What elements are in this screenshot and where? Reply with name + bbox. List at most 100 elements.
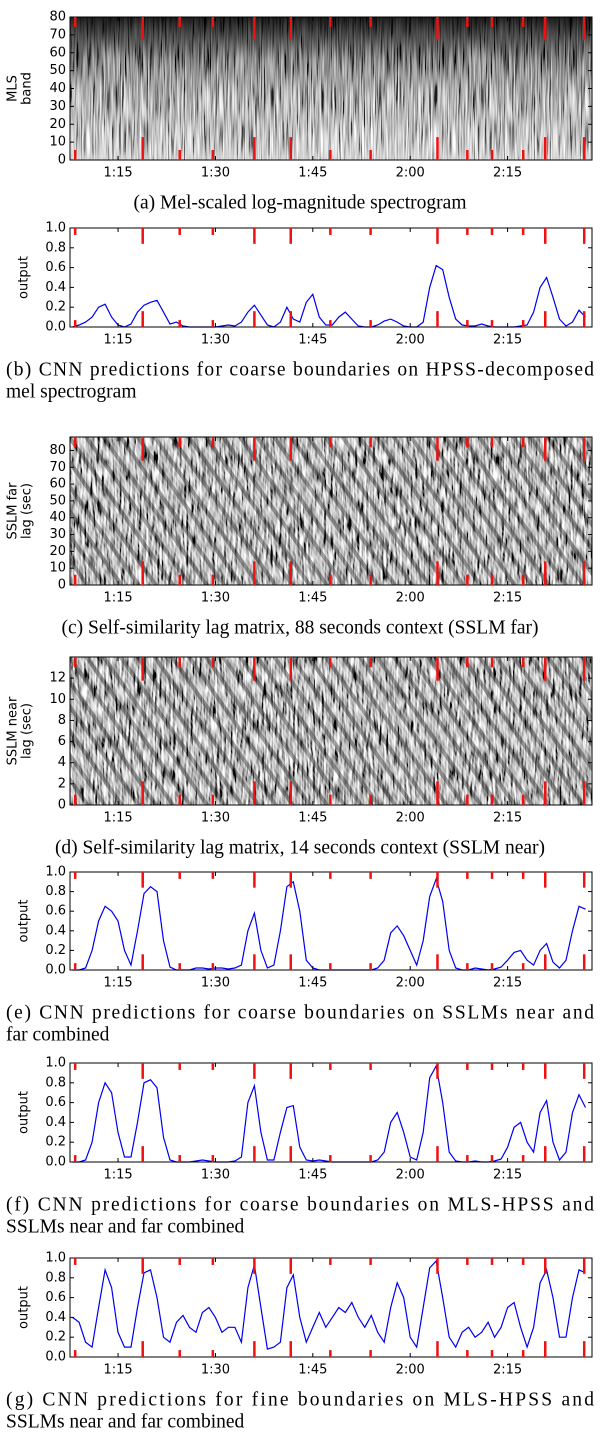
x-tick-label: 2:15 — [493, 1363, 522, 1378]
y-tick-label: 0.8 — [45, 1075, 66, 1090]
y-tick-label: 40 — [49, 510, 66, 525]
x-tick-label: 2:15 — [493, 811, 522, 826]
x-tick-label: 1:15 — [103, 333, 132, 348]
x-tick-label: 1:30 — [201, 166, 230, 181]
x-tick-label: 1:45 — [298, 591, 327, 606]
y-tick-label: 0.2 — [45, 300, 66, 315]
y-axis-label: output — [17, 900, 32, 943]
caption: (f) CNN predictions for coarse boundarie… — [6, 1194, 594, 1215]
y-tick-label: 70 — [49, 460, 66, 475]
x-tick-label: 2:15 — [493, 591, 522, 606]
x-tick-label: 1:45 — [298, 333, 327, 348]
line — [72, 876, 586, 971]
x-tick-label: 1:15 — [103, 166, 132, 181]
y-tick-label: 1.0 — [45, 221, 66, 236]
y-tick-label: 0.0 — [45, 963, 66, 978]
x-tick-label: 1:45 — [298, 1363, 327, 1378]
heatmap-shade — [70, 17, 592, 160]
x-tick-label: 2:00 — [396, 591, 425, 606]
panel: 0.0 0.2 0.4 0.6 0.8 1.0 1:15 1:30 1:45 2:00 2:15 ou… — [6, 221, 594, 403]
y-tick-label: 10 — [49, 692, 66, 707]
x-tick-label: 2:00 — [396, 1363, 425, 1378]
x-tick-label: 2:00 — [396, 166, 425, 181]
x-tick-label: 1:15 — [103, 811, 132, 826]
x-tick-label: 1:30 — [201, 333, 230, 348]
axes-frame — [69, 1062, 593, 1163]
caption: (a) Mel-scaled log-magnitude spectrogram — [134, 192, 467, 213]
x-tick-label: 1:15 — [103, 1363, 132, 1378]
y-tick-label: 0.0 — [45, 1350, 66, 1365]
y-tick-label: 0.8 — [45, 1270, 66, 1285]
y-tick-label: 4 — [58, 755, 66, 770]
y-tick-label: 50 — [49, 63, 66, 78]
y-axis-label: MLS — [6, 75, 21, 102]
line — [72, 1064, 587, 1163]
caption: (e) CNN predictions for coarse boundarie… — [6, 1002, 594, 1023]
line — [72, 1259, 586, 1350]
y-tick-label: 60 — [49, 477, 66, 492]
axes-frame — [69, 1257, 593, 1358]
y-axis-label: lag (sec) — [20, 703, 35, 759]
x-tick-label: 2:15 — [493, 1168, 522, 1183]
y-tick-label: 0.4 — [45, 1310, 66, 1325]
x-tick-label: 1:30 — [201, 591, 230, 606]
x-tick-label: 1:30 — [201, 1363, 230, 1378]
x-tick-label: 1:15 — [103, 1168, 132, 1183]
panel: 0 10 20 30 40 50 60 70 80 1:15 1:30 1:45 2:00 2:15 MLS… — [6, 10, 593, 213]
x-tick-label: 1:15 — [103, 976, 132, 991]
y-tick-label: 30 — [49, 527, 66, 542]
axes-frame — [69, 871, 593, 971]
y-tick-label: 0.0 — [45, 1155, 66, 1170]
x-tick-label: 1:15 — [103, 591, 132, 606]
y-tick-label: 1.0 — [45, 865, 66, 880]
x-tick-label: 2:00 — [396, 976, 425, 991]
x-tick-label: 1:45 — [298, 1168, 327, 1183]
x-tick-label: 2:00 — [396, 333, 425, 348]
caption: (d) Self-similarity lag matrix, 14 secon… — [55, 837, 545, 858]
panel: 0.0 0.2 0.4 0.6 0.8 1.0 1:15 1:30 1:45 2:00 2:15 ou… — [6, 865, 594, 1046]
y-tick-label: 10 — [49, 561, 66, 576]
x-tick-label: 1:30 — [201, 976, 230, 991]
caption: (c) Self-similarity lag matrix, 88 secon… — [61, 617, 538, 638]
panel: 0.0 0.2 0.4 0.6 0.8 1.0 1:15 1:30 1:45 2:00 2:15 ou… — [6, 1251, 594, 1433]
y-tick-label: 0.8 — [45, 240, 66, 255]
axes-frame — [69, 227, 593, 328]
heatmap-texture — [70, 437, 592, 585]
y-tick-label: 0.2 — [45, 1135, 66, 1150]
caption: SSLMs near and far combined — [6, 1216, 245, 1237]
y-tick-label: 0.4 — [45, 923, 66, 938]
x-tick-label: 1:30 — [201, 1168, 230, 1183]
y-axis-label: output — [17, 256, 32, 299]
y-axis-label: band — [20, 72, 35, 105]
caption: (g) CNN predictions for fine boundaries … — [6, 1389, 594, 1410]
y-tick-label: 20 — [49, 544, 66, 559]
y-tick-label: 70 — [49, 27, 66, 42]
heatmap-texture — [70, 657, 592, 805]
y-tick-label: 60 — [49, 45, 66, 60]
x-tick-label: 1:45 — [298, 166, 327, 181]
y-tick-label: 0.4 — [45, 280, 66, 295]
y-tick-label: 0 — [58, 798, 66, 813]
x-tick-label: 2:00 — [396, 1168, 425, 1183]
y-tick-label: 80 — [49, 10, 66, 25]
y-tick-label: 0.6 — [45, 260, 66, 275]
y-tick-label: 1.0 — [45, 1056, 66, 1071]
y-tick-label: 0.6 — [45, 1095, 66, 1110]
y-tick-label: 10 — [49, 135, 66, 150]
x-tick-label: 1:45 — [298, 811, 327, 826]
y-tick-label: 50 — [49, 493, 66, 508]
x-tick-label: 2:15 — [493, 333, 522, 348]
y-tick-label: 0.2 — [45, 943, 66, 958]
x-tick-label: 2:00 — [396, 811, 425, 826]
y-tick-label: 0.4 — [45, 1115, 66, 1130]
y-tick-label: 0.0 — [45, 320, 66, 335]
y-axis-label: SSLM far — [6, 482, 21, 540]
y-tick-label: 20 — [49, 117, 66, 132]
panel: 0 2 4 6 8 10 12 1:15 1:30 1:45 2:00 2:15 SSLM near la… — [6, 656, 593, 858]
y-axis-label: output — [17, 1286, 32, 1329]
caption: (b) CNN predictions for coarse boundarie… — [6, 359, 594, 380]
y-tick-label: 12 — [49, 671, 66, 686]
y-axis-label: SSLM near — [6, 696, 21, 765]
y-tick-label: 2 — [58, 776, 66, 791]
